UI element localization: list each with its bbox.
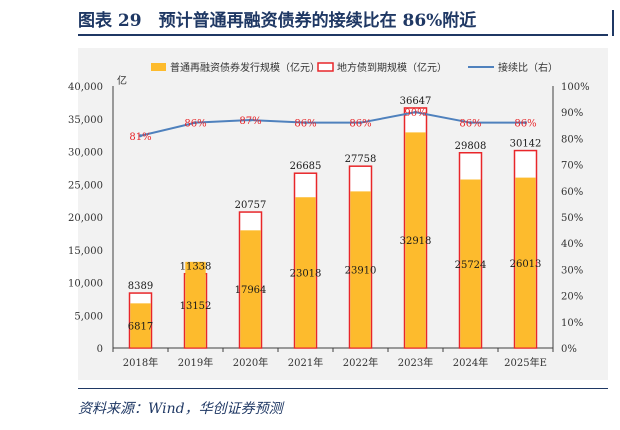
y-tick-label: 5,000 bbox=[74, 311, 103, 322]
bar-issuance bbox=[350, 191, 371, 348]
label-issuance: 23910 bbox=[345, 266, 377, 277]
ratio-point bbox=[359, 121, 362, 125]
y2-tick-label: 50% bbox=[561, 213, 583, 224]
legend-label-2: 接续比（右） bbox=[498, 61, 558, 74]
y2-tick-label: 60% bbox=[561, 187, 583, 198]
x-tick-label: 2021年 bbox=[288, 356, 323, 369]
y-tick-label: 0 bbox=[97, 344, 103, 355]
source-rule bbox=[78, 388, 608, 389]
figure-title: 图表 29 预计普通再融资债券的接续比在 86%附近 bbox=[78, 11, 477, 31]
ratio-label: 90% bbox=[404, 108, 426, 119]
label-maturity: 26685 bbox=[290, 161, 322, 172]
axes: 亿 0 5,000 10,000 15,000 20,000 25,000 30,000 35,… bbox=[68, 74, 590, 369]
ratio-point bbox=[414, 110, 417, 114]
label-issuance: 25724 bbox=[455, 260, 487, 271]
label-maturity: 8389 bbox=[128, 281, 153, 292]
marks: 8389 6817 11338 13152 20757 17964 26685 23018 27… bbox=[128, 96, 542, 349]
ratio-label: 86% bbox=[459, 119, 481, 130]
y-tick-label: 10,000 bbox=[68, 279, 103, 290]
legend-swatch-0 bbox=[151, 63, 166, 71]
legend-swatch-1 bbox=[317, 62, 334, 72]
y2-tick-label: 70% bbox=[561, 161, 583, 172]
label-issuance: 23018 bbox=[290, 269, 322, 280]
label-maturity: 30142 bbox=[510, 139, 542, 150]
label-issuance: 17964 bbox=[235, 285, 267, 296]
bar-issuance bbox=[240, 230, 261, 348]
label-maturity: 29808 bbox=[455, 141, 487, 152]
label-issuance: 13152 bbox=[180, 301, 212, 312]
ratio-label: 87% bbox=[239, 116, 261, 127]
y2-tick-label: 90% bbox=[561, 108, 583, 119]
bar-issuance bbox=[130, 303, 151, 348]
y-unit-label: 亿 bbox=[117, 74, 127, 87]
label-maturity: 36647 bbox=[400, 96, 432, 107]
x-tick-label: 2020年 bbox=[233, 356, 268, 369]
ratio-point bbox=[249, 118, 252, 122]
ratio-point bbox=[304, 121, 307, 125]
x-tick-label: 2022年 bbox=[343, 356, 378, 369]
y-tick-label: 15,000 bbox=[68, 246, 103, 257]
y2-tick-label: 80% bbox=[561, 134, 583, 145]
edge-mark bbox=[612, 10, 620, 36]
ratio-label: 86% bbox=[349, 119, 371, 130]
ratio-point bbox=[469, 121, 472, 125]
ratio-label: 86% bbox=[294, 119, 316, 130]
label-issuance: 26013 bbox=[510, 259, 542, 270]
ratio-line bbox=[140, 111, 526, 137]
y2-tick-label: 20% bbox=[561, 292, 583, 303]
ratio-label: 86% bbox=[184, 119, 206, 130]
x-tick-label: 2025年E bbox=[504, 356, 547, 369]
label-maturity: 27758 bbox=[345, 154, 377, 165]
x-tick-label: 2023年 bbox=[398, 356, 433, 369]
x-tick-label: 2024年 bbox=[453, 356, 488, 369]
y2-tick-label: 40% bbox=[561, 239, 583, 250]
ratio-point bbox=[524, 121, 527, 125]
title-rule bbox=[78, 34, 608, 36]
bar-issuance bbox=[295, 197, 316, 348]
source-note: 资料来源：Wind，华创证券预测 bbox=[78, 401, 283, 417]
y-tick-label: 30,000 bbox=[68, 148, 103, 159]
y-tick-label: 20,000 bbox=[68, 213, 103, 224]
legend-label-0: 普通再融资债券发行规模（亿元） bbox=[170, 61, 320, 74]
bar-issuance bbox=[515, 177, 536, 348]
x-tick-label: 2018年 bbox=[123, 356, 158, 369]
label-issuance: 6817 bbox=[128, 322, 153, 333]
ratio-label: 86% bbox=[514, 119, 536, 130]
bar-issuance bbox=[185, 261, 206, 348]
ratio-point bbox=[139, 134, 142, 138]
label-maturity: 20757 bbox=[235, 200, 267, 211]
label-maturity: 11338 bbox=[180, 262, 212, 273]
y2-tick-label: 0% bbox=[561, 344, 577, 355]
label-issuance: 32918 bbox=[400, 236, 432, 247]
bar-issuance bbox=[460, 179, 481, 348]
y2-tick-label: 30% bbox=[561, 265, 583, 276]
ratio-point bbox=[194, 121, 197, 125]
y-tick-label: 25,000 bbox=[68, 180, 103, 191]
x-tick-label: 2019年 bbox=[178, 356, 213, 369]
bar-issuance bbox=[405, 132, 426, 348]
y-tick-label: 35,000 bbox=[68, 115, 103, 126]
y-tick-label: 40,000 bbox=[68, 82, 103, 93]
y2-tick-label: 100% bbox=[561, 82, 590, 93]
y2-tick-label: 10% bbox=[561, 318, 583, 329]
ratio-label: 81% bbox=[129, 132, 151, 143]
legend: 普通再融资债券发行规模（亿元） 地方债到期规模（亿元） 接续比（右） bbox=[151, 61, 558, 74]
legend-label-1: 地方债到期规模（亿元） bbox=[337, 61, 447, 74]
